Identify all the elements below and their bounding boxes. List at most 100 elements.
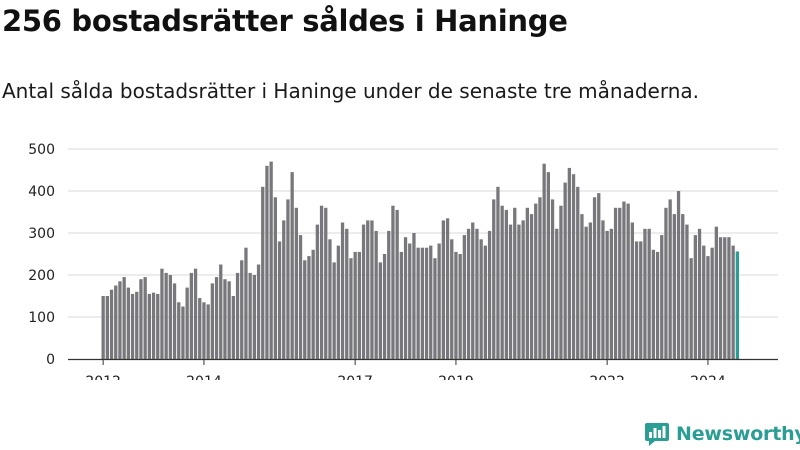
bar [227, 281, 231, 359]
bar [471, 222, 475, 359]
bar [571, 174, 576, 359]
bar [202, 302, 206, 359]
bar [387, 230, 391, 359]
bar [693, 235, 697, 359]
bar [584, 226, 588, 359]
bar [105, 296, 109, 359]
bar [639, 241, 643, 359]
bar [420, 247, 424, 359]
bar [433, 258, 437, 359]
bar [118, 281, 122, 359]
bar [361, 224, 366, 359]
bar [727, 237, 731, 359]
bar [508, 224, 513, 359]
bar [219, 264, 223, 359]
x-tick-label: 2019 [438, 374, 474, 380]
bar [135, 291, 139, 359]
bar [168, 275, 172, 359]
bar [177, 302, 181, 359]
bar [714, 226, 718, 359]
bar [252, 275, 256, 359]
bar [139, 279, 143, 359]
bar [475, 228, 479, 359]
bar [643, 228, 647, 359]
bar [483, 245, 487, 359]
x-tick-label: 2024 [690, 374, 726, 380]
bar [618, 207, 622, 359]
bar [479, 239, 483, 359]
y-tick-label: 200 [28, 268, 55, 284]
y-tick-label: 300 [28, 226, 55, 242]
bar [706, 256, 710, 359]
value-annotation: 256 [726, 130, 757, 134]
chart-subtitle: Antal sålda bostadsrätter i Haninge unde… [2, 79, 699, 103]
bar-highlight [735, 251, 739, 359]
bar [538, 197, 542, 359]
bar [332, 262, 336, 359]
bar [454, 251, 458, 359]
bar [122, 277, 126, 359]
bar [723, 237, 727, 359]
bar [189, 272, 193, 359]
bar-chart: 0 100 200 300 400 500 2012 2014 2017 2019 2022 2024… [28, 130, 778, 380]
bar [198, 298, 202, 359]
newsworthy-logo[interactable]: Newsworthy [644, 420, 800, 448]
bar [416, 247, 420, 359]
bar [303, 260, 307, 359]
bar [378, 262, 382, 359]
bar [336, 245, 340, 359]
bar [487, 230, 492, 359]
bar [273, 197, 277, 359]
bar [269, 161, 273, 359]
bar [441, 220, 445, 359]
bar [710, 247, 714, 359]
bar [126, 287, 130, 359]
bar [605, 230, 609, 359]
bar [315, 224, 319, 359]
bar [210, 283, 214, 359]
bar [668, 199, 672, 359]
bar [164, 272, 168, 359]
bar [664, 207, 668, 359]
bar [580, 214, 584, 359]
y-tick-label: 100 [28, 310, 55, 326]
bar [408, 243, 412, 359]
bar [366, 220, 370, 359]
bar [231, 296, 235, 359]
bar [567, 167, 571, 359]
bar [265, 165, 269, 359]
bar [429, 245, 433, 359]
bar [114, 285, 118, 359]
bar [340, 222, 345, 359]
bar [235, 272, 240, 359]
bar [240, 260, 244, 359]
y-tick-label: 400 [28, 184, 55, 200]
bar [370, 220, 374, 359]
chart-title: 256 bostadsrätter såldes i Haninge [2, 4, 568, 38]
bar [307, 256, 311, 359]
bar [193, 268, 198, 359]
bar [504, 209, 508, 359]
bar [357, 251, 361, 359]
bar [206, 304, 210, 359]
bar [672, 214, 676, 359]
bar [277, 241, 282, 359]
bar [403, 237, 408, 359]
bar [248, 272, 252, 359]
bar [185, 287, 189, 359]
bar [681, 214, 685, 359]
bar [445, 218, 450, 359]
bar [647, 228, 651, 359]
x-tick-label: 2017 [337, 374, 373, 380]
bar [294, 207, 298, 359]
newsworthy-logo-icon [645, 423, 669, 446]
bar [550, 199, 555, 359]
bar [151, 292, 156, 359]
bar [412, 233, 416, 359]
bar [101, 296, 105, 359]
bar [282, 220, 286, 359]
bar [290, 172, 294, 359]
bar [374, 230, 378, 359]
bar [592, 197, 597, 359]
bar [500, 205, 504, 359]
